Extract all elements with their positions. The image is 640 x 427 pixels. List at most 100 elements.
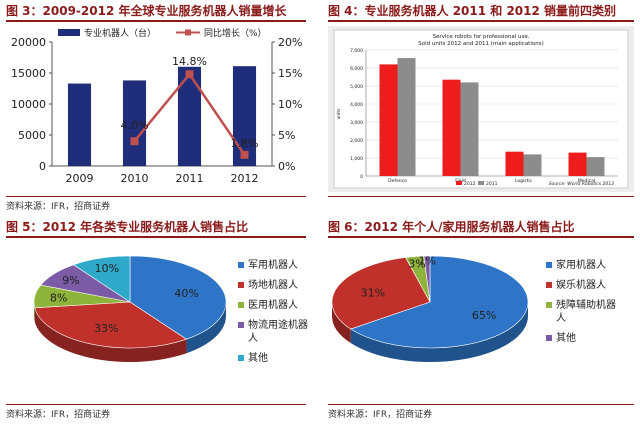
chart2-inner-title: Service robots for professional use. (432, 34, 529, 40)
chart2: Service robots for professional use.Sold… (328, 26, 634, 192)
pie-slice-其他 (72, 255, 131, 303)
chart2-bar-Medical-2012 (568, 152, 587, 176)
chart2-bar-Field-2012 (442, 79, 461, 176)
chart2-inner-subtitle: Sold units 2012 and 2011 (main applicati… (418, 41, 543, 47)
pie-slice-军用机器人 (129, 255, 227, 340)
pie-legend-swatch (238, 302, 244, 308)
chart2-y-tick-label: 4,000 (350, 102, 363, 108)
pie-legend-label: 场地机器人 (248, 278, 298, 291)
right-tick-label: 0% (278, 160, 295, 173)
chart1-title-rule (6, 20, 306, 22)
pie-slice-side-娱乐机器人 (332, 302, 351, 344)
pie-legend-swatch (546, 262, 552, 268)
growth-data-label: 14.8% (172, 55, 207, 68)
legend-label-bars: 专业机器人（台） (84, 27, 156, 39)
chart2-source-note: Source: World Robotics 2013 (549, 181, 614, 187)
right-tick-label: 20% (278, 36, 302, 49)
left-tick-label: 5000 (18, 129, 46, 142)
chart2-y-tick-label: 2,000 (350, 138, 363, 144)
pie-slice-场地机器人 (34, 301, 188, 349)
chart4-source-rule (328, 404, 634, 405)
pie-legend-label: 医用机器人 (248, 298, 298, 311)
x-tick-label: 2010 (121, 172, 149, 185)
chart2-legend-label-2012: 2012 (464, 181, 476, 187)
pie-slice-side-场地机器人 (34, 307, 187, 362)
left-tick-label: 15000 (11, 67, 46, 80)
pie-value-label: 40% (174, 287, 198, 300)
pie-value-label: 33% (94, 322, 118, 335)
chart2-bar-Defence-2011 (397, 58, 416, 176)
chart3-title-rule (6, 236, 306, 238)
pie-value-label: 3% (408, 257, 425, 270)
pie-legend-label: 家用机器人 (556, 258, 606, 271)
pie-legend-label: 娱乐机器人 (556, 278, 606, 291)
pie-legend-swatch (546, 282, 552, 288)
chart2-y-tick-label: 5,000 (350, 84, 363, 90)
pie-value-label: 31% (361, 286, 385, 299)
chart2-title: 图 4：专业服务机器人 2011 和 2012 销量前四类别 (328, 4, 617, 18)
chart2-x-tick-label: Medical (578, 178, 595, 184)
chart2-y-tick-label: 3,000 (350, 120, 363, 126)
right-tick-label: 10% (278, 98, 302, 111)
pie-slice-side-军用机器人 (186, 302, 226, 354)
bar-2012 (232, 66, 257, 166)
chart2-source-rule (328, 196, 634, 197)
x-tick-label: 2011 (176, 172, 204, 185)
growth-marker (240, 150, 249, 159)
legend-label-line: 同比增长（%） (204, 27, 267, 39)
chart2-y-axis-label: units (336, 108, 342, 120)
chart2-bar-Defence-2012 (379, 64, 398, 176)
pie-slice-娱乐机器人 (331, 257, 431, 330)
chart2-y-tick-label: 6,000 (350, 66, 363, 72)
bar-2010 (122, 80, 147, 166)
pie-slice-side-医用机器人 (34, 302, 35, 322)
chart1-title: 图 3：2009-2012 年全球专业服务机器人销量增长 (6, 4, 287, 18)
growth-data-label: 4.0% (121, 119, 149, 132)
growth-marker (130, 137, 139, 146)
pie-legend-label: 军用机器人 (248, 258, 298, 271)
bar-2011 (177, 66, 202, 166)
pie-legend-swatch (238, 322, 244, 328)
chart2-legend-label-2011: 2011 (486, 181, 498, 187)
pie-value-label: 1% (419, 255, 436, 268)
chart2-y-tick-label: 7,000 (350, 48, 363, 54)
chart2-y-tick-label: 0 (360, 174, 363, 180)
pie-legend-swatch (238, 262, 244, 268)
pie-slice-家用机器人 (350, 255, 529, 349)
chart2-x-tick-label: Defence (388, 178, 407, 184)
bar-2009 (67, 83, 92, 166)
chart2-bar-Field-2011 (460, 82, 479, 176)
right-tick-label: 15% (278, 67, 302, 80)
right-tick-label: 5% (278, 129, 295, 142)
pie-legend-label: 其他 (248, 351, 268, 364)
chart2-y-tick-label: 1,000 (350, 156, 363, 162)
chart4-title-rule (328, 236, 634, 238)
chart1: 专业机器人（台） 同比增长（%） 0 5000 10000 15000 20000 0% 5% 1… (11, 27, 302, 185)
pie-legend-label: 物流用途机器 (248, 318, 308, 331)
chart2-legend-swatch-2011 (478, 181, 484, 185)
chart2-bar-Medical-2011 (586, 157, 605, 176)
chart2-title-rule (328, 20, 634, 22)
chart4-source: 资料来源：IFR，招商证券 (328, 410, 433, 420)
pie-legend-label: 其他 (556, 331, 576, 344)
pie-value-label: 10% (95, 262, 119, 275)
chart3-source-rule (6, 404, 306, 405)
chart1-source: 资料来源：IFR，招商证券 (6, 202, 111, 212)
pie-legend-swatch (546, 302, 552, 308)
legend-swatch-bars (58, 29, 80, 36)
pie-legend-swatch (238, 282, 244, 288)
pie-value-label: 8% (50, 292, 67, 305)
pie-legend-label: 残障辅助机器 (556, 298, 616, 311)
pie-slice-其他 (423, 255, 431, 303)
pie-legend-swatch (238, 355, 244, 361)
pie-legend-swatch (546, 335, 552, 341)
pie-legend-label-continued: 人 (248, 332, 258, 344)
x-tick-label: 2012 (231, 172, 259, 185)
legend-marker-line (185, 29, 191, 36)
left-tick-label: 20000 (11, 36, 46, 49)
growth-data-label: 1.8% (231, 137, 259, 150)
pie-value-label: 9% (62, 274, 79, 287)
pie-value-label: 65% (472, 309, 496, 322)
